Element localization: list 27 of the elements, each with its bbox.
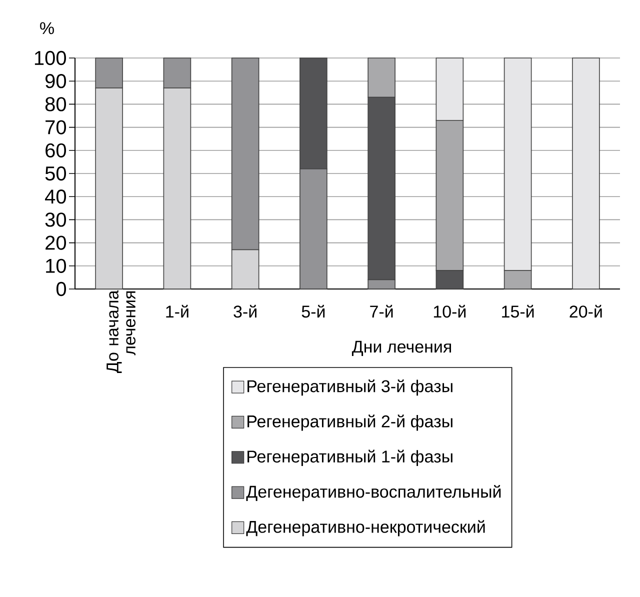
- x-tick-label: До начала лечения: [106, 290, 136, 374]
- y-tick-label: 20: [46, 236, 66, 250]
- x-tick-label: 7-й: [370, 304, 393, 318]
- y-tick-label: 30: [45, 212, 66, 227]
- legend-label: Регенеративный 1-й фазы: [248, 450, 452, 466]
- y-tick-label: 10: [46, 258, 66, 273]
- y-tick-label: 80: [45, 97, 66, 112]
- y-axis-title: %: [40, 22, 54, 34]
- y-tick-label: 50: [45, 166, 66, 181]
- x-axis-title: Дни лечения: [352, 340, 451, 356]
- legend-label: Дегенеративно-воспалительный: [246, 484, 501, 502]
- x-tick-label: 3-й: [234, 304, 256, 318]
- y-tick-label: 60: [46, 143, 66, 158]
- bar: [572, 58, 600, 290]
- legend-label: Дегенеративно-некротический: [246, 520, 485, 536]
- legend-label: Регенеративный 2-й фазы: [248, 414, 452, 431]
- y-tick-label: 40: [45, 190, 66, 204]
- y-tick-label: 90: [46, 74, 66, 88]
- legend-label: Регенеративный 3-й фазы: [248, 379, 452, 396]
- x-tick-label: 10-й: [434, 304, 466, 318]
- y-tick-label: 70: [46, 120, 66, 134]
- x-tick-label: 5-й: [302, 304, 325, 318]
- x-tick-label: 20-й: [570, 304, 602, 318]
- y-tick-label: 0: [56, 282, 66, 296]
- x-tick-label: 15-й: [502, 304, 534, 318]
- x-tick-label: 1-й: [166, 304, 188, 318]
- y-tick-label: 100: [34, 50, 66, 66]
